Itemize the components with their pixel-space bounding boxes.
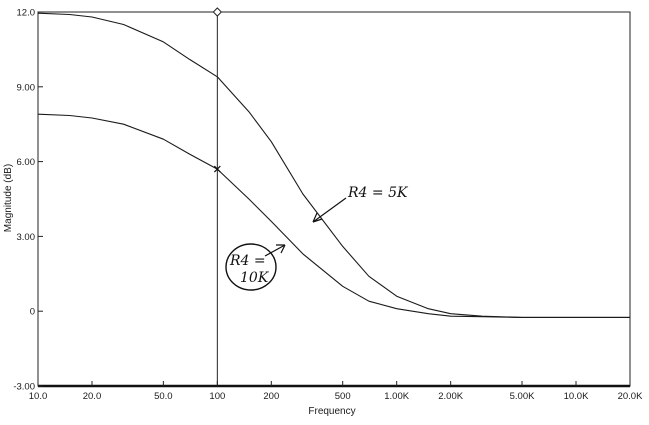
y-axis-ticks: 12.0 9.00 6.00 3.00 0 -3.00 bbox=[13, 8, 43, 393]
y-tick-label: -3.00 bbox=[13, 382, 35, 393]
y-tick-label: 0 bbox=[30, 307, 35, 318]
annotation-r4-10k-circle bbox=[225, 243, 277, 291]
cursor-layer[interactable] bbox=[212, 7, 223, 386]
plot-frame bbox=[37, 11, 631, 388]
series-layer bbox=[37, 12, 630, 318]
handwritten-annotations: R4 = 5K R4 =10K bbox=[225, 185, 409, 291]
cursor-handle-icon[interactable] bbox=[212, 7, 223, 17]
x-tick-label: 200 bbox=[263, 391, 279, 402]
x-tick-label: 2.00K bbox=[438, 391, 463, 402]
annotation-r4-10k-label-line2: 10K bbox=[240, 270, 270, 286]
y-tick-label: 3.00 bbox=[17, 232, 36, 243]
x-tick-label: 50.0 bbox=[154, 391, 173, 402]
y-tick-label: 6.00 bbox=[17, 157, 36, 168]
annotation-r4-10k-label-line1: R4 = bbox=[229, 253, 266, 269]
series-line-r4-10k bbox=[37, 113, 630, 318]
x-axis-ticks: 10.0 20.0 50.0 100 200 500 1.00K 2.00K 5.00K 10.0… bbox=[29, 381, 643, 402]
x-tick-label: 10.0 bbox=[29, 391, 48, 402]
arrowhead-icon bbox=[312, 212, 323, 223]
x-tick-label: 20.0 bbox=[83, 391, 102, 402]
arrowhead-icon bbox=[276, 244, 286, 254]
y-tick-label: 12.0 bbox=[17, 8, 36, 19]
x-tick-label: 100 bbox=[209, 391, 225, 402]
annotation-r4-5k-arrow bbox=[312, 197, 347, 223]
x-tick-label: 10.0K bbox=[564, 391, 589, 402]
x-axis-title: Frequency bbox=[308, 406, 355, 417]
x-tick-label: 5.00K bbox=[510, 391, 535, 402]
annotation-r4-10k-arrow bbox=[264, 244, 286, 257]
y-axis-title: Magnitude (dB) bbox=[3, 164, 14, 232]
y-tick-label: 9.00 bbox=[17, 82, 36, 93]
x-tick-label: 1.00K bbox=[384, 391, 409, 402]
x-tick-label: 20.0K bbox=[618, 391, 643, 402]
x-tick-label: 500 bbox=[335, 391, 351, 402]
cursor-marker-icon bbox=[213, 165, 221, 173]
annotation-r4-5k-label: R4 = 5K bbox=[347, 185, 409, 201]
